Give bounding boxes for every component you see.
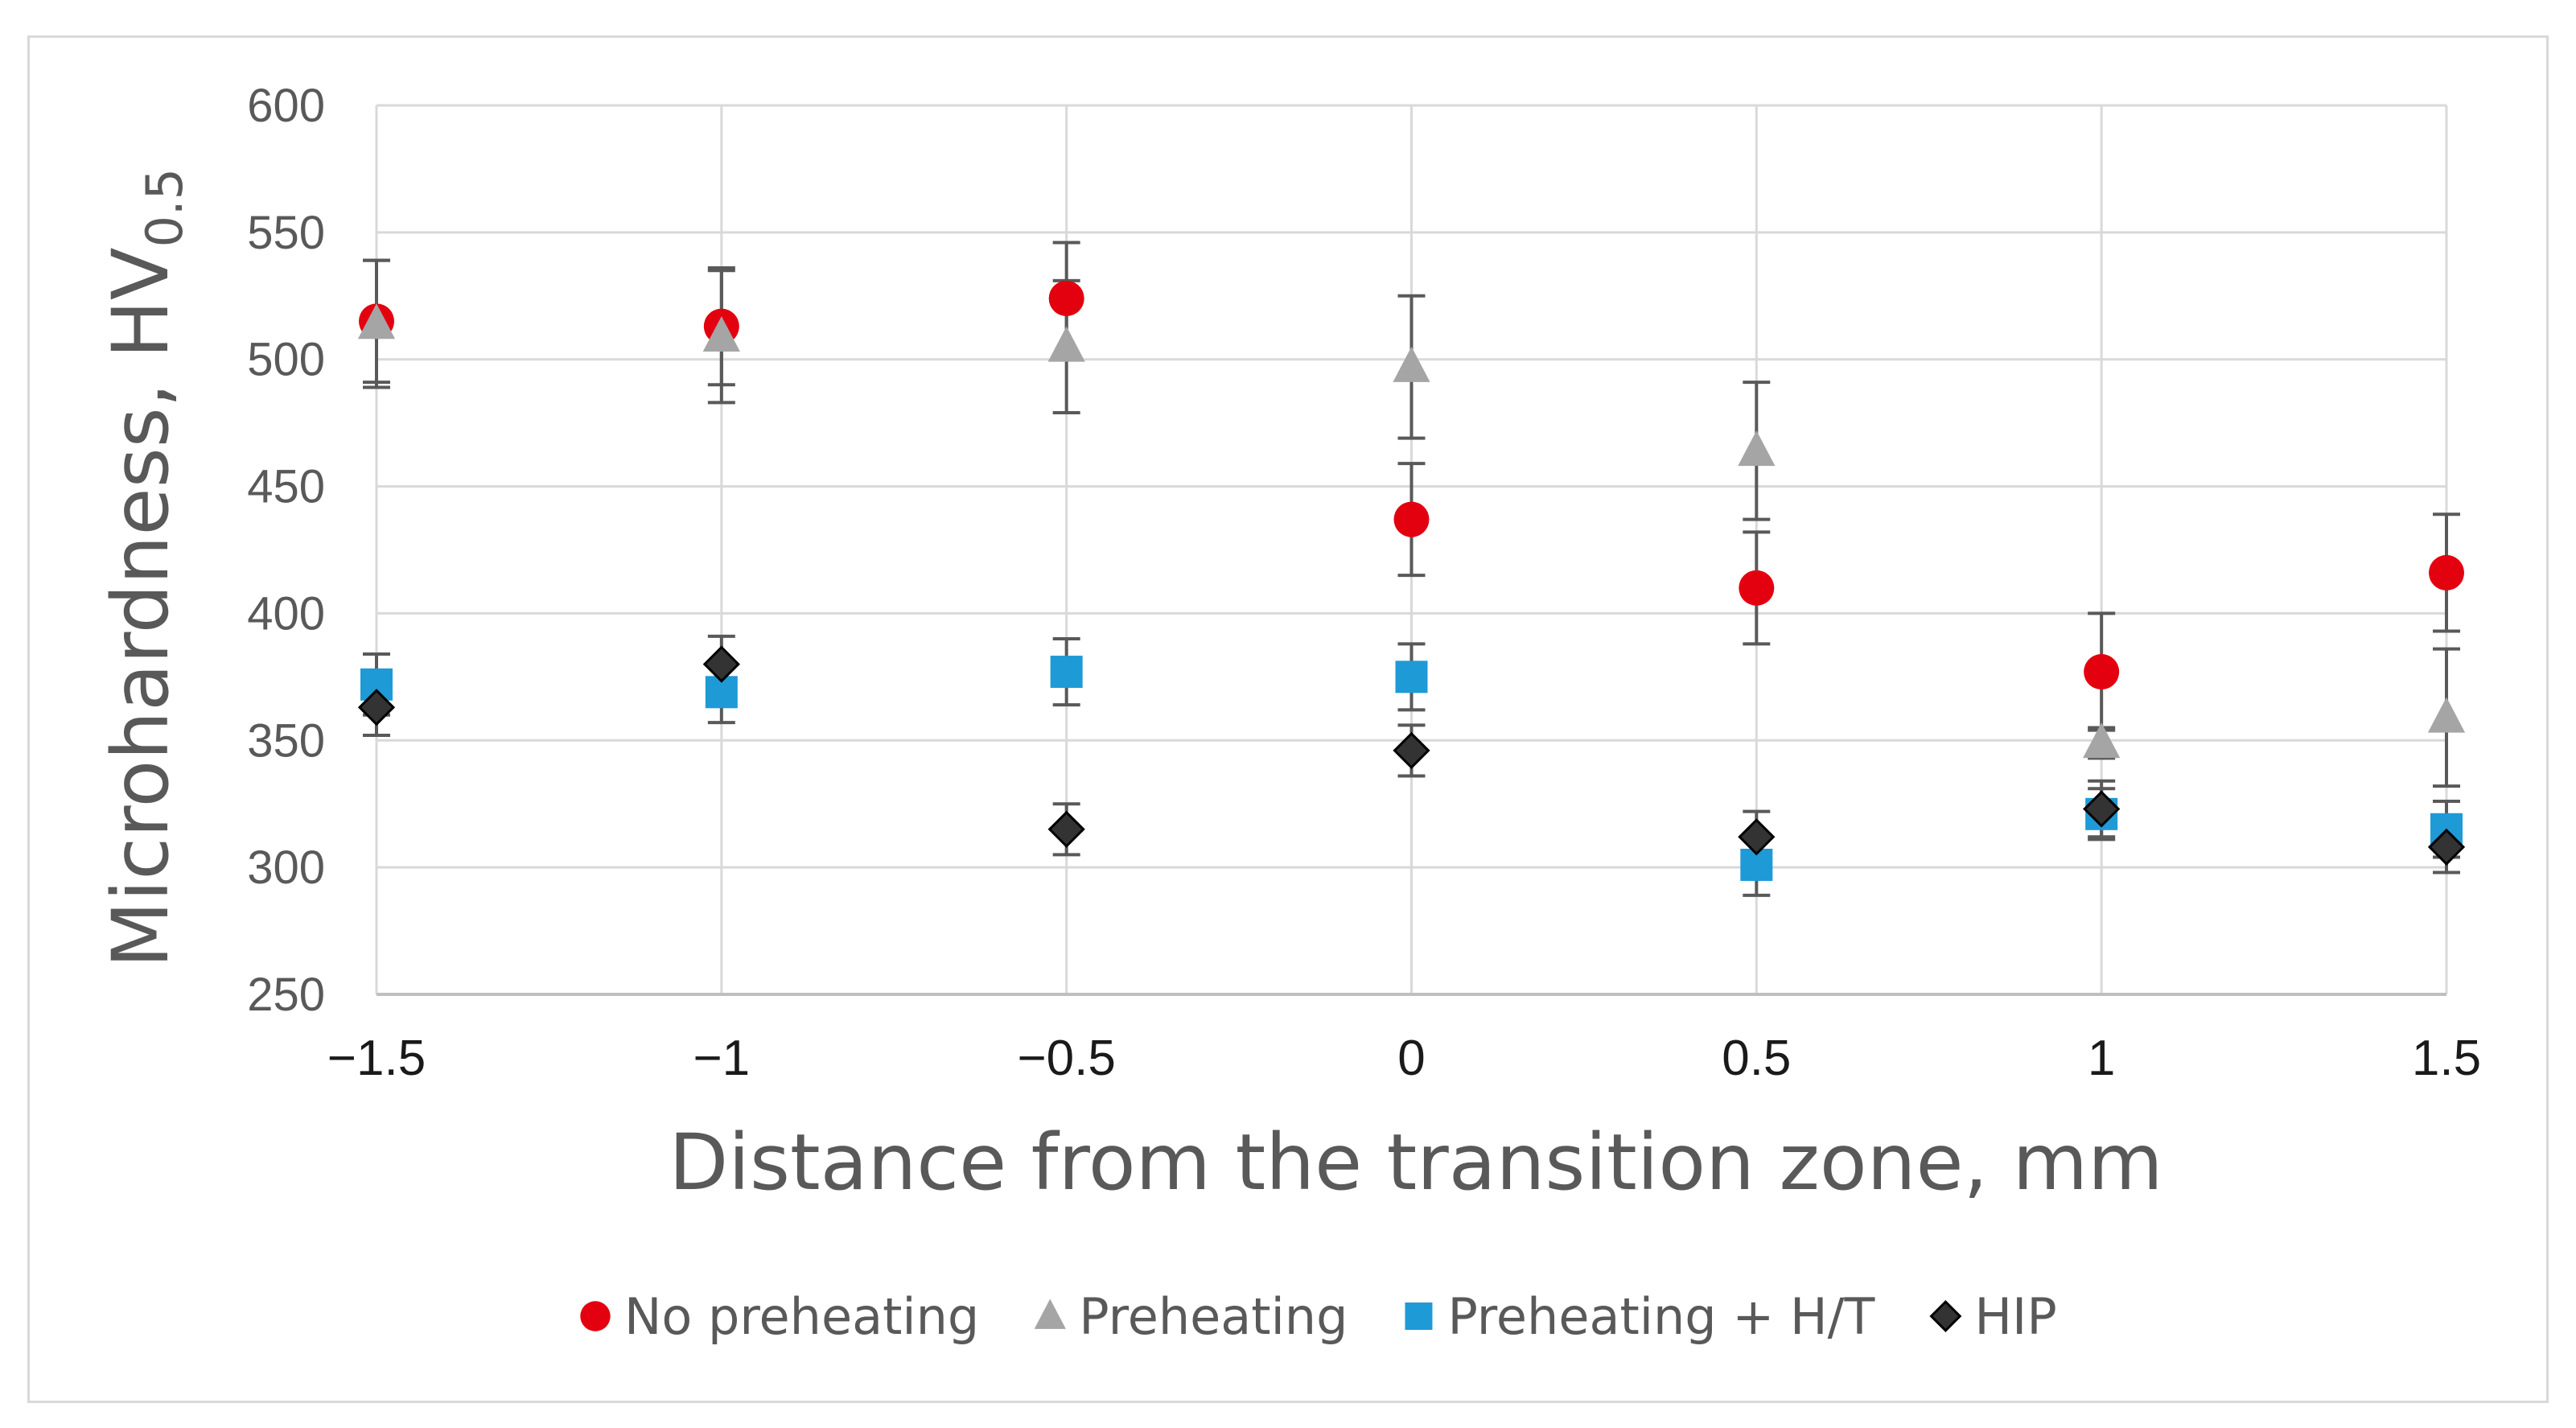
legend: No preheating Preheating Preheating + H/T H…: [580, 1287, 2057, 1346]
x-tick-label-2: −0.5: [1017, 1031, 1115, 1086]
legend-label-no-preheating: No preheating: [624, 1287, 979, 1346]
point-preheating-4: [1738, 430, 1776, 467]
point-no-preheating-4: [1739, 570, 1775, 606]
point-no-preheating-2: [1048, 280, 1084, 316]
point-no-preheating-5: [2084, 654, 2120, 690]
point-hip-3: [1393, 731, 1430, 770]
legend-marker-preheating: [1034, 1298, 1066, 1329]
y-tick-label-250: 250: [247, 969, 325, 1021]
x-tick-label-6: 1.5: [2412, 1031, 2481, 1086]
y-tick-label-300: 300: [247, 842, 325, 894]
y-tick-label-500: 500: [247, 334, 325, 386]
x-axis-title: Distance from the transition zone, mm: [669, 1117, 2162, 1208]
legend-item-hip: HIP: [1929, 1287, 2057, 1346]
x-tick-label-5: 1: [2088, 1031, 2115, 1086]
point-preheating-3: [1393, 346, 1430, 382]
point-preheating-h-t-2: [1050, 656, 1083, 689]
axis-layer: 250 300 350 400 450 500 550 600 −1.5 −1 −0.5 0 0.5 1 1…: [247, 80, 2481, 1086]
y-axis-title-main: Microhardness, HV: [96, 248, 186, 969]
legend-item-no-preheating: No preheating: [580, 1287, 979, 1346]
point-hip-0: [357, 689, 396, 726]
legend-item-preheating-h-t: Preheating + H/T: [1405, 1287, 1876, 1346]
y-tick-label-350: 350: [247, 714, 325, 767]
point-hip-1: [702, 645, 740, 683]
point-preheating-5: [2083, 722, 2121, 759]
point-preheating-0: [357, 303, 396, 340]
x-tick-label-1: −1: [693, 1031, 750, 1086]
x-tick-label-3: 0: [1397, 1031, 1425, 1086]
point-preheating-h-t-3: [1395, 661, 1428, 693]
point-hip-2: [1047, 810, 1085, 848]
point-hip-6: [2427, 828, 2466, 866]
point-preheating-6: [2427, 697, 2466, 733]
point-hip-4: [1738, 818, 1776, 856]
y-axis-title-subscript: 0.5: [135, 168, 194, 248]
y-tick-label-550: 550: [247, 207, 325, 259]
x-tick-label-0: −1.5: [327, 1031, 426, 1086]
point-preheating-1: [702, 316, 740, 352]
legend-marker-no-preheating: [580, 1301, 611, 1331]
y-axis-title: Microhardness, HV0.5: [96, 168, 194, 968]
legend-label-preheating: Preheating: [1079, 1287, 1348, 1346]
y-tick-label-450: 450: [247, 461, 325, 513]
legend-marker-preheating-h-t: [1405, 1302, 1433, 1330]
markers-layer: [357, 280, 2466, 881]
point-hip-5: [2083, 790, 2121, 828]
point-no-preheating-3: [1393, 501, 1430, 537]
y-tick-label-400: 400: [247, 587, 325, 640]
legend-label-hip: HIP: [1974, 1287, 2056, 1346]
point-no-preheating-6: [2429, 554, 2464, 591]
legend-marker-hip: [1929, 1300, 1962, 1332]
legend-item-preheating: Preheating: [1034, 1287, 1348, 1346]
legend-label-preheating-h-t: Preheating + H/T: [1447, 1287, 1875, 1346]
chart-frame: [27, 35, 2549, 1403]
x-tick-label-4: 0.5: [1722, 1031, 1791, 1086]
point-preheating-2: [1047, 326, 1085, 362]
y-tick-label-600: 600: [247, 80, 325, 132]
